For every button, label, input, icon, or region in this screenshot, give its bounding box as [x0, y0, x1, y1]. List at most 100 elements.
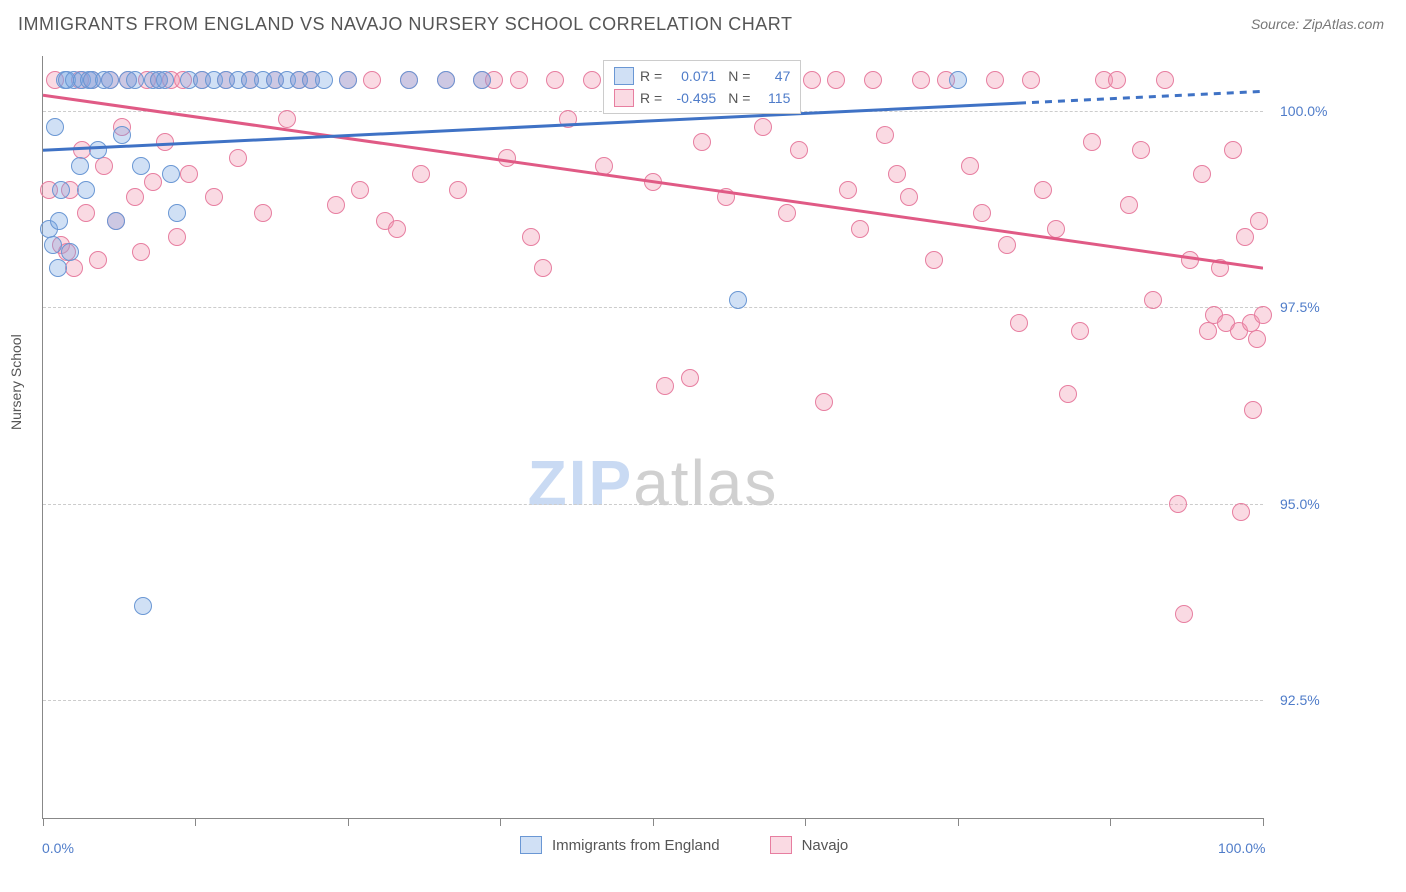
legend-swatch	[614, 67, 634, 85]
data-point-b	[986, 71, 1004, 89]
data-point-b	[1224, 141, 1242, 159]
chart-title: IMMIGRANTS FROM ENGLAND VS NAVAJO NURSER…	[18, 14, 792, 35]
y-tick-label: 100.0%	[1280, 103, 1327, 119]
data-point-a	[339, 71, 357, 89]
data-point-b	[1034, 181, 1052, 199]
legend-series-name: Immigrants from England	[552, 837, 720, 854]
data-point-b	[1108, 71, 1126, 89]
data-point-b	[412, 165, 430, 183]
x-tick-label: 100.0%	[1218, 840, 1265, 856]
data-point-b	[510, 71, 528, 89]
watermark-zip: ZIP	[528, 447, 634, 519]
data-point-a	[52, 181, 70, 199]
y-tick-label: 92.5%	[1280, 692, 1320, 708]
data-point-b	[1250, 212, 1268, 230]
gridline	[43, 700, 1263, 701]
x-tick	[500, 818, 501, 826]
legend-swatch	[770, 836, 792, 854]
data-point-a	[126, 71, 144, 89]
y-tick-label: 97.5%	[1280, 299, 1320, 315]
data-point-b	[351, 181, 369, 199]
data-point-b	[595, 157, 613, 175]
data-point-b	[1059, 385, 1077, 403]
data-point-a	[101, 71, 119, 89]
data-point-b	[89, 251, 107, 269]
data-point-b	[229, 149, 247, 167]
data-point-b	[656, 377, 674, 395]
data-point-b	[1169, 495, 1187, 513]
data-point-b	[754, 118, 772, 136]
data-point-b	[790, 141, 808, 159]
data-point-b	[803, 71, 821, 89]
data-point-b	[522, 228, 540, 246]
legend-n-label: N =	[728, 65, 750, 87]
data-point-b	[449, 181, 467, 199]
data-point-b	[1199, 322, 1217, 340]
legend-row: R =-0.495N =115	[614, 87, 790, 109]
data-point-b	[998, 236, 1016, 254]
legend-n-value: 47	[756, 65, 790, 87]
data-point-b	[815, 393, 833, 411]
data-point-b	[839, 181, 857, 199]
data-point-b	[1211, 259, 1229, 277]
legend-series-name: Navajo	[802, 837, 849, 854]
data-point-b	[327, 196, 345, 214]
data-point-b	[681, 369, 699, 387]
legend-r-value: -0.495	[668, 87, 716, 109]
gridline	[43, 504, 1263, 505]
y-tick-label: 95.0%	[1280, 496, 1320, 512]
data-point-a	[156, 71, 174, 89]
data-point-b	[388, 220, 406, 238]
y-axis-label: Nursery School	[8, 334, 24, 430]
data-point-b	[961, 157, 979, 175]
data-point-a	[77, 181, 95, 199]
data-point-a	[46, 118, 64, 136]
data-point-a	[437, 71, 455, 89]
data-point-b	[827, 71, 845, 89]
data-point-b	[693, 133, 711, 151]
source-label: Source: ZipAtlas.com	[1251, 16, 1384, 32]
legend-swatch	[614, 89, 634, 107]
data-point-b	[363, 71, 381, 89]
data-point-b	[1156, 71, 1174, 89]
data-point-a	[50, 212, 68, 230]
data-point-b	[583, 71, 601, 89]
data-point-b	[546, 71, 564, 89]
data-point-a	[132, 157, 150, 175]
data-point-b	[77, 204, 95, 222]
legend-r-label: R =	[640, 65, 662, 87]
data-point-b	[126, 188, 144, 206]
data-point-a	[44, 236, 62, 254]
legend-swatch	[520, 836, 542, 854]
data-point-b	[559, 110, 577, 128]
data-point-b	[95, 157, 113, 175]
legend-n-value: 115	[756, 87, 790, 109]
trend-lines	[43, 56, 1263, 818]
data-point-b	[1254, 306, 1272, 324]
data-point-b	[888, 165, 906, 183]
data-point-b	[254, 204, 272, 222]
series-legend: Immigrants from England Navajo	[520, 836, 888, 854]
data-point-b	[132, 243, 150, 261]
data-point-a	[89, 141, 107, 159]
data-point-b	[1132, 141, 1150, 159]
legend-n-label: N =	[728, 87, 750, 109]
data-point-a	[168, 204, 186, 222]
data-point-b	[156, 133, 174, 151]
data-point-b	[864, 71, 882, 89]
data-point-b	[900, 188, 918, 206]
x-tick	[958, 818, 959, 826]
data-point-a	[113, 126, 131, 144]
data-point-b	[851, 220, 869, 238]
data-point-b	[498, 149, 516, 167]
data-point-a	[162, 165, 180, 183]
plot-area: ZIPatlas R =0.071N =47R =-0.495N =115	[42, 56, 1263, 819]
data-point-a	[729, 291, 747, 309]
legend-row: R =0.071N =47	[614, 65, 790, 87]
data-point-b	[1120, 196, 1138, 214]
x-tick-label: 0.0%	[42, 840, 74, 856]
data-point-b	[1175, 605, 1193, 623]
data-point-b	[278, 110, 296, 128]
data-point-a	[49, 259, 67, 277]
x-tick	[1110, 818, 1111, 826]
